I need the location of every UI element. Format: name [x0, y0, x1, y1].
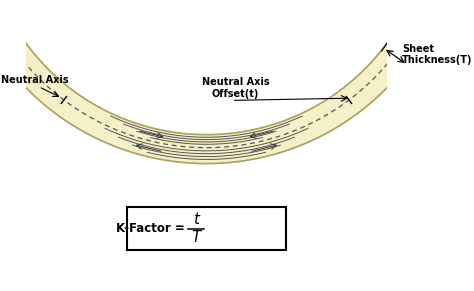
Text: Sheet
Thickness(T): Sheet Thickness(T) [402, 44, 473, 65]
Polygon shape [0, 39, 413, 164]
Text: Neutral Axis: Neutral Axis [1, 75, 69, 85]
Text: K-Factor =: K-Factor = [116, 222, 188, 235]
Text: Neutral Axis
Offset(t): Neutral Axis Offset(t) [201, 77, 269, 99]
Text: T: T [191, 230, 201, 245]
FancyBboxPatch shape [127, 207, 286, 250]
Text: t: t [193, 212, 200, 227]
